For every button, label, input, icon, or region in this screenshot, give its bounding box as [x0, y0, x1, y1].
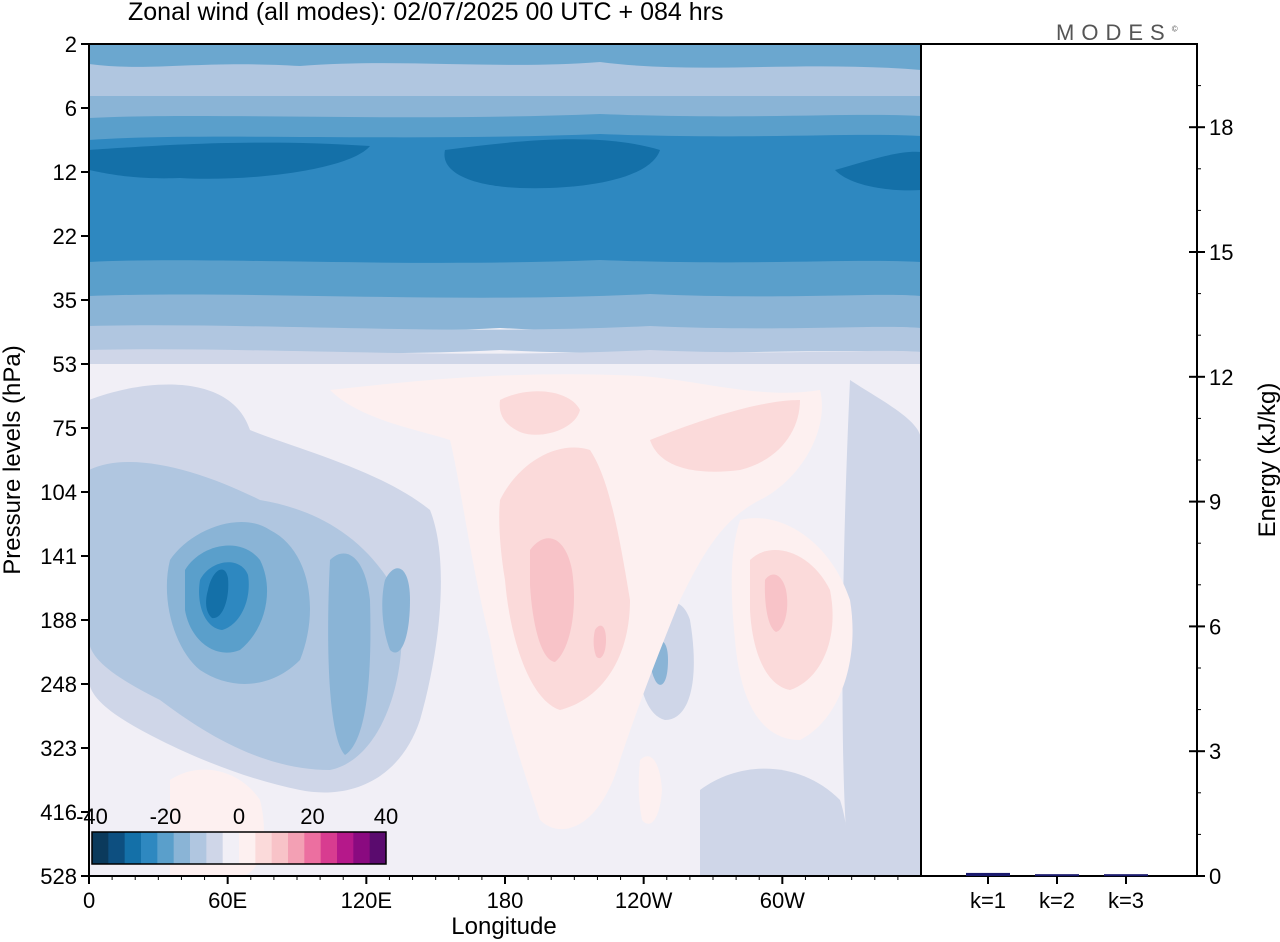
colorbar-swatch: [141, 832, 158, 864]
pressure-tick-label: 248: [40, 672, 77, 697]
colorbar-swatch: [255, 832, 273, 864]
colorbar-label: 0: [233, 804, 245, 829]
pressure-tick-label: 141: [40, 544, 77, 569]
colorbar-swatch: [304, 832, 322, 864]
core-east-12hpa: [89, 142, 370, 179]
colorbar-swatch: [173, 832, 191, 864]
pressure-tick-label: 323: [40, 736, 77, 761]
energy-bar: [1104, 874, 1148, 877]
colorbar-swatch: [124, 832, 142, 864]
colorbar-label: 20: [300, 804, 324, 829]
colorbar-label: -20: [150, 804, 182, 829]
modes-logo: MODES©: [1056, 20, 1178, 46]
colorbar-frame: [91, 831, 387, 865]
colorbar-swatch: [190, 832, 207, 864]
easterly-lobe-120e: [328, 553, 371, 755]
colorbar: -40 -20 0 20 40: [76, 804, 398, 865]
easterly-edge-west: [842, 380, 921, 876]
pressure-tick-label: 35: [53, 288, 77, 313]
colorbar-swatch: [108, 832, 126, 864]
colorbar-swatch: [206, 832, 224, 864]
longitude-tick-label: 0: [83, 888, 95, 913]
pressure-tick-label: 22: [53, 224, 77, 249]
westerly-surface-patch: [638, 756, 662, 824]
pressure-axis: 2 6 12 22 35 53 75 104 141 188 248 323 416 528: [40, 32, 89, 889]
westerly-patch-90w-upper: [650, 400, 800, 472]
longitude-tick-label: 180: [487, 888, 524, 913]
westerly-patch-180-upper: [499, 391, 580, 435]
colorbar-swatch: [157, 832, 175, 864]
energy-tick-label: 15: [1209, 240, 1233, 265]
energy-tick-label: 0: [1209, 864, 1221, 889]
colorbar-swatch: [222, 832, 240, 864]
energy-category-label: k=3: [1108, 888, 1144, 913]
band-30hpa: [89, 260, 921, 302]
energy-bars: k=1 k=2 k=3: [966, 872, 1148, 913]
pressure-tick-label: 104: [40, 480, 77, 505]
y-axis-title: Pressure levels (hPa): [0, 345, 26, 574]
logo-mark: ©: [1171, 24, 1178, 34]
energy-tick-label: 12: [1209, 365, 1233, 390]
pressure-tick-label: 12: [53, 160, 77, 185]
pressure-tick-label: 75: [53, 416, 77, 441]
energy-axis-title: Energy (kJ/kg): [1254, 383, 1280, 538]
core-west-12hpa: [835, 151, 921, 191]
easterly-core-3: [206, 569, 229, 619]
energy-tick-label: 18: [1209, 115, 1233, 140]
energy-bar: [1035, 874, 1079, 877]
longitude-axis: 0 60E 120E 180 120W 60W: [83, 876, 899, 913]
energy-panel-frame: [920, 43, 1198, 877]
pressure-tick-label: 2: [65, 32, 77, 57]
westerly-core-165w: [593, 625, 606, 659]
westerly-core-60w: [764, 574, 788, 632]
energy-tick-label: 6: [1209, 614, 1221, 639]
colorbar-swatch: [320, 832, 338, 864]
easterly-lobe-130e: [382, 568, 410, 653]
easterly-surface-60w: [700, 768, 850, 876]
band-45hpa: [89, 325, 921, 354]
longitude-tick-label: 120W: [615, 888, 673, 913]
longitude-tick-label: 60W: [760, 888, 805, 913]
energy-bar: [966, 872, 1010, 876]
energy-category-label: k=1: [970, 888, 1006, 913]
energy-axis: 0 3 6 9 12 15 18: [1189, 85, 1233, 889]
energy-category-label: k=2: [1039, 888, 1075, 913]
longitude-tick-label: 60E: [208, 888, 247, 913]
logo-text: MODES: [1056, 20, 1172, 45]
x-axis-title: Longitude: [451, 913, 556, 940]
contour-field: [89, 44, 921, 876]
colorbar-label: 40: [374, 804, 398, 829]
band-35hpa: [89, 294, 921, 332]
colorbar-label: -40: [76, 804, 108, 829]
pressure-tick-label: 528: [40, 864, 77, 889]
colorbar-swatch: [92, 832, 109, 864]
colorbar-swatch: [239, 832, 256, 864]
colorbar-swatch: [271, 832, 289, 864]
energy-tick-label: 3: [1209, 739, 1221, 764]
core-date-line-12hpa: [444, 139, 660, 189]
pressure-tick-label: 53: [53, 352, 77, 377]
westerly-core-180: [530, 538, 575, 662]
pressure-tick-label: 6: [65, 96, 77, 121]
energy-tick-label: 9: [1209, 490, 1221, 515]
colorbar-swatch: [369, 832, 387, 864]
band-53hpa: [89, 349, 921, 364]
colorbar-swatch: [337, 832, 354, 864]
longitude-tick-label: 120E: [341, 888, 392, 913]
pressure-tick-label: 188: [40, 608, 77, 633]
pressure-tick-label: 416: [40, 800, 77, 825]
colorbar-swatch: [353, 832, 371, 864]
band-top-dark: [89, 44, 921, 70]
chart-title: Zonal wind (all modes): 02/07/2025 00 UT…: [128, 0, 724, 26]
colorbar-swatch: [288, 832, 305, 864]
